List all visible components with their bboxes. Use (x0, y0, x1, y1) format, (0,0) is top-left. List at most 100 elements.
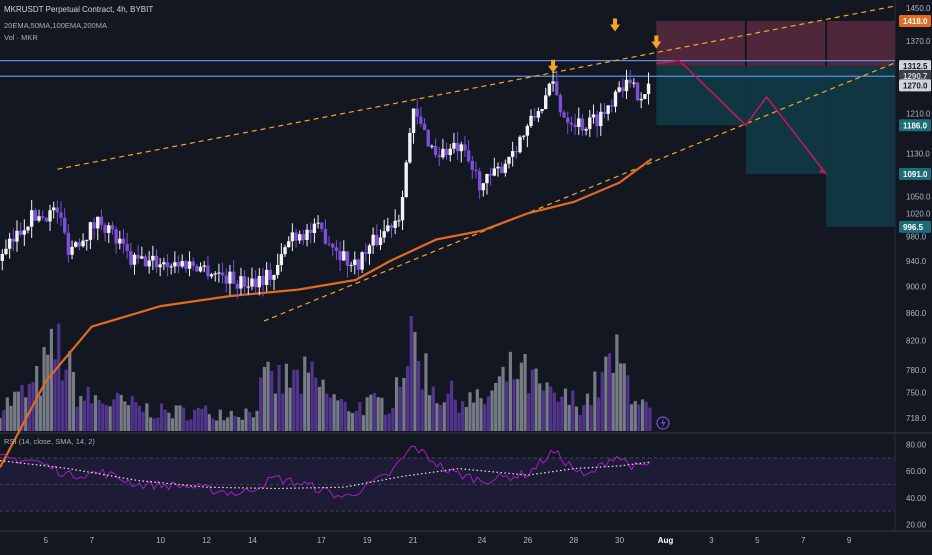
volume-bar (9, 405, 13, 431)
candle-body (253, 278, 258, 288)
volume-bar (53, 359, 57, 431)
candle-body (404, 162, 408, 198)
volume-bar (104, 405, 109, 431)
candle-body (510, 151, 515, 157)
volume-bar (310, 361, 314, 431)
volume-bar (479, 398, 483, 431)
volume-bar (560, 396, 564, 431)
volume-bar (328, 397, 333, 431)
candle-body (507, 156, 511, 164)
rsi-axis: 80.00 60.00 40.00 20.00 (906, 441, 927, 530)
volume-bar (428, 395, 432, 431)
candle-body (147, 260, 151, 267)
candle-body (29, 210, 34, 227)
volume-bar (42, 347, 46, 431)
time-tick-label: 3 (709, 536, 714, 545)
volume-bar (273, 393, 277, 431)
volume-bar (79, 396, 83, 431)
candle-body (11, 238, 16, 242)
candle-body (96, 216, 100, 229)
candle-body (286, 241, 291, 248)
candle-body (577, 118, 581, 127)
price-axis[interactable]: 1450.01370.01290.01210.01130.01050.01020… (906, 4, 931, 423)
volume-bar (508, 351, 512, 431)
volume-bar (244, 408, 248, 431)
lightning-bolt-shape (661, 418, 666, 428)
rsi-tick-label: 60.00 (906, 467, 927, 476)
volume-bar (578, 415, 582, 431)
candle-body (353, 259, 357, 265)
volume-bar (108, 406, 112, 431)
candle-body (268, 269, 273, 280)
volume-bar (281, 393, 285, 431)
candle-body (584, 129, 588, 131)
candle-body (184, 261, 188, 269)
candle-body (162, 262, 166, 265)
candle-body (217, 272, 221, 274)
candle-body (136, 254, 140, 259)
volume-bar (303, 356, 307, 431)
price-tick-label: 820.0 (906, 337, 927, 346)
candle-body (400, 197, 405, 221)
time-tick-label: 7 (801, 536, 806, 545)
time-axis[interactable]: 5 7 10 12 14 17 19 21 24 26 28 30 Aug 3 5 7 9 (44, 536, 852, 545)
replay-button[interactable] (656, 416, 670, 430)
volume-bar (284, 363, 288, 431)
candle-body (485, 173, 489, 184)
candle-body (176, 262, 181, 267)
candle-body (246, 286, 251, 288)
candle-body (283, 247, 287, 255)
lightning-icon[interactable] (656, 416, 670, 430)
candle-body (430, 145, 434, 147)
candle-body (441, 148, 445, 158)
candle-body (81, 240, 85, 247)
volume-bar (523, 354, 527, 431)
time-tick-label: 21 (409, 536, 418, 545)
price-label-tag (899, 60, 931, 73)
candle-body (191, 261, 195, 266)
candle-body (202, 265, 206, 267)
candle-body (356, 259, 361, 270)
price-tick-label: 860.0 (906, 309, 927, 318)
candle-body (408, 133, 412, 163)
volume-bar (446, 393, 450, 431)
volume-bar (336, 400, 340, 431)
volume-bar (332, 394, 336, 431)
volume-bar (556, 401, 560, 431)
volume-bar (277, 364, 281, 431)
candle-body (74, 242, 78, 247)
candle-body (470, 161, 474, 170)
price-label-text: 996.5 (903, 223, 924, 232)
candle-body (151, 255, 155, 261)
candle-body (264, 269, 269, 285)
volume-bar (424, 353, 428, 431)
candle-body (415, 108, 419, 117)
volume-bar (86, 386, 90, 431)
candle-body (477, 171, 482, 191)
candle-body (55, 207, 60, 213)
trendlines (57, 5, 896, 322)
volume-bar (380, 397, 384, 431)
candle-body (646, 83, 651, 95)
candle-body (588, 117, 592, 130)
candle-body (569, 122, 574, 125)
price-tick-label: 1210.0 (906, 110, 931, 119)
candle-body (154, 255, 159, 268)
candle-body (573, 124, 577, 127)
candle-body (323, 228, 328, 244)
volume-bar (413, 331, 417, 431)
time-tick-label: 24 (477, 536, 486, 545)
candle-body (169, 266, 173, 268)
volume-bar (152, 418, 156, 431)
volume-bar (361, 415, 366, 431)
candle-body (18, 230, 23, 235)
volume-bar (119, 394, 123, 431)
volume-bar (563, 388, 568, 431)
volume-bar (134, 402, 138, 431)
candle-body (386, 225, 390, 232)
time-tick-label: Aug (658, 536, 674, 545)
candle-body (107, 225, 111, 233)
